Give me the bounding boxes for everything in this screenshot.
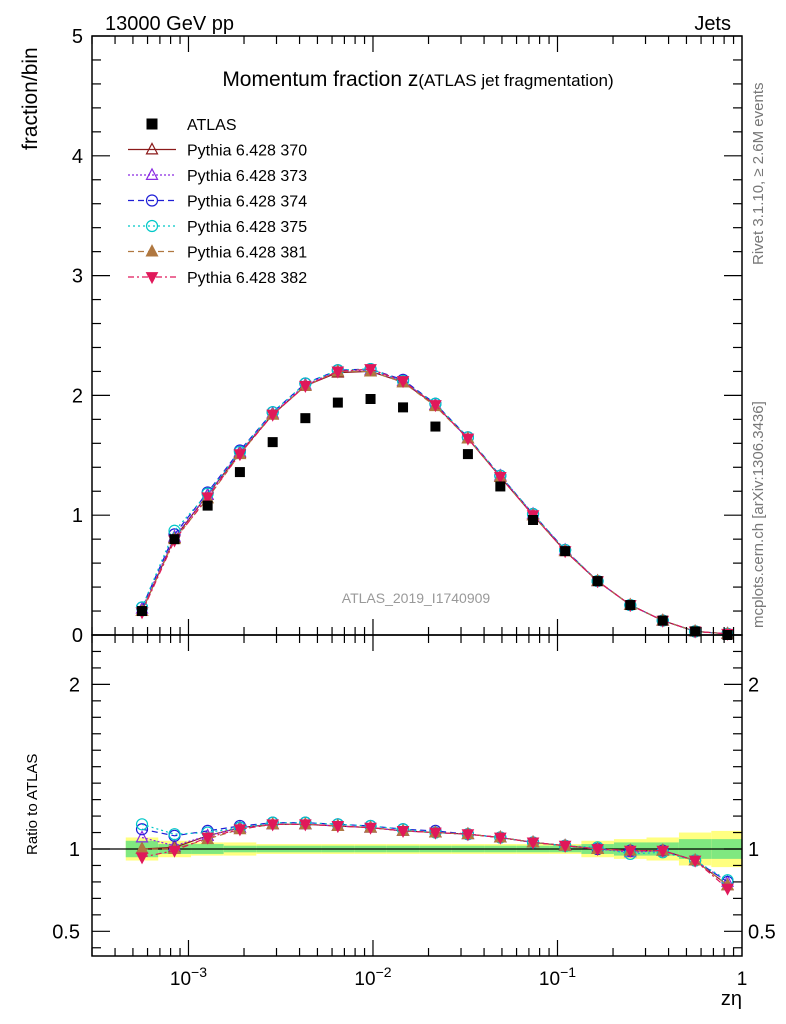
ratio-point-6 <box>429 827 442 840</box>
x-tick-label: 10−3 <box>170 964 207 990</box>
data-point <box>560 546 571 557</box>
main-title: Momentum fraction z(ATLAS jet fragmentat… <box>222 68 613 91</box>
ratio-point-4 <box>168 828 181 841</box>
series-point-6 <box>396 376 410 389</box>
legend-marker <box>146 118 158 130</box>
legend-marker <box>145 167 159 180</box>
energy-label: 13000 GeV pp <box>105 13 234 35</box>
data-point <box>528 514 539 525</box>
ratio-point-6 <box>461 829 475 842</box>
main-y-tick-label: 0 <box>72 625 83 647</box>
ratio-point-6 <box>135 852 149 865</box>
series-point-6 <box>331 366 345 379</box>
ratio-point-6 <box>721 883 734 896</box>
ratio-point-6 <box>396 825 410 839</box>
ratio-point-6 <box>168 845 181 858</box>
ratio-point-6 <box>526 837 540 850</box>
ratio-y-tick-label-left: 1 <box>69 839 80 861</box>
analysis-watermark: ATLAS_2019_I1740909 <box>342 590 491 606</box>
data-point <box>300 413 311 424</box>
ratio-y-axis-label: Ratio to ATLAS <box>24 754 41 855</box>
ratio-point-4 <box>135 818 149 831</box>
data-point <box>495 481 506 492</box>
ratio-y-tick-label-right: 2 <box>748 674 759 696</box>
ratio-point-6 <box>233 824 247 837</box>
legend-label: Pythia 6.428 381 <box>187 245 307 262</box>
series-point-6 <box>266 409 280 422</box>
ratio-y-tick-label-left: 2 <box>69 674 80 696</box>
legend-label: Pythia 6.428 373 <box>187 168 307 185</box>
series-point-6 <box>461 433 475 446</box>
data-point <box>202 500 213 511</box>
legend-marker <box>145 272 159 285</box>
ratio-y-tick-label-right: 0.5 <box>748 921 776 943</box>
ratio-point-6 <box>494 832 507 845</box>
ratio-point-6 <box>364 822 377 835</box>
legend-label: Pythia 6.428 370 <box>187 143 307 160</box>
process-label: Jets <box>694 13 731 35</box>
ratio-uncertainty-bands <box>92 830 742 868</box>
x-tick-label: 10−1 <box>539 964 576 990</box>
data-point <box>462 449 473 460</box>
main-y-tick-label: 3 <box>72 266 83 288</box>
data-point <box>365 393 376 404</box>
ratio-point-6 <box>591 844 604 857</box>
x-axis-label: zη <box>721 988 742 1010</box>
ratio-panel <box>135 816 735 896</box>
data-point <box>657 615 668 626</box>
x-tick-label: 1 <box>737 969 748 990</box>
data-point <box>398 402 409 413</box>
title-sub-part: (ATLAS jet fragmentation) <box>418 71 613 90</box>
ratio-y-tick-label-right: 1 <box>748 839 759 861</box>
series-point-6 <box>364 364 377 377</box>
legend-marker <box>145 194 159 207</box>
data-point <box>169 534 180 545</box>
legend-label: Pythia 6.428 374 <box>187 194 307 211</box>
legend-marker <box>145 244 159 257</box>
mcplots-label: mcplots.cern.ch [arXiv:1306.3436] <box>750 401 767 628</box>
series-point-6 <box>429 400 442 413</box>
ratio-point-6 <box>558 840 572 853</box>
data-point <box>137 606 148 617</box>
ratio-point-6 <box>688 855 702 868</box>
ratio-point-6 <box>623 845 637 858</box>
main-y-tick-label: 1 <box>72 505 83 527</box>
legend-label: Pythia 6.428 375 <box>187 219 307 236</box>
series-point-6 <box>299 380 312 393</box>
main-y-axis-label: fraction/bin <box>19 47 42 150</box>
x-tick-label: 10−2 <box>354 964 391 990</box>
series-point-6 <box>201 492 214 505</box>
data-point <box>592 576 603 587</box>
legend-label: ATLAS <box>187 117 237 134</box>
ratio-point-6 <box>299 819 312 832</box>
ratio-frame <box>91 634 743 957</box>
legend-label: Pythia 6.428 382 <box>187 270 307 287</box>
legend: ATLAS Pythia 6.428 370 Pythia 6.428 373 Pyt… <box>128 117 307 287</box>
main-y-tick-label: 2 <box>72 385 83 407</box>
ratio-point-6 <box>266 819 280 832</box>
ratio-point-6 <box>331 821 345 834</box>
data-point <box>690 626 701 637</box>
title-main-part: Momentum fraction z <box>222 68 418 91</box>
data-point <box>625 600 636 611</box>
series-point-6 <box>494 471 507 484</box>
main-panel <box>135 362 735 641</box>
ratio-point-3 <box>135 823 149 836</box>
data-point <box>332 397 343 408</box>
data-point <box>234 467 245 478</box>
series-point-6 <box>233 449 247 462</box>
rivet-version-label: Rivet 3.1.10, ≥ 2.6M events <box>750 83 767 266</box>
legend-marker <box>145 142 159 155</box>
ratio-point-6 <box>201 832 214 845</box>
axes: 10−3 10−2 10−1 1 0 1 2 3 4 5 0.5 0.5 1 1 2 2 <box>52 26 776 990</box>
data-point <box>430 421 441 432</box>
data-point <box>267 437 278 448</box>
main-y-tick-label: 4 <box>72 146 83 168</box>
ratio-point-6 <box>656 845 670 858</box>
ratio-y-tick-label-left: 0.5 <box>52 921 80 943</box>
main-y-tick-label: 5 <box>72 26 83 48</box>
legend-marker <box>145 219 159 233</box>
